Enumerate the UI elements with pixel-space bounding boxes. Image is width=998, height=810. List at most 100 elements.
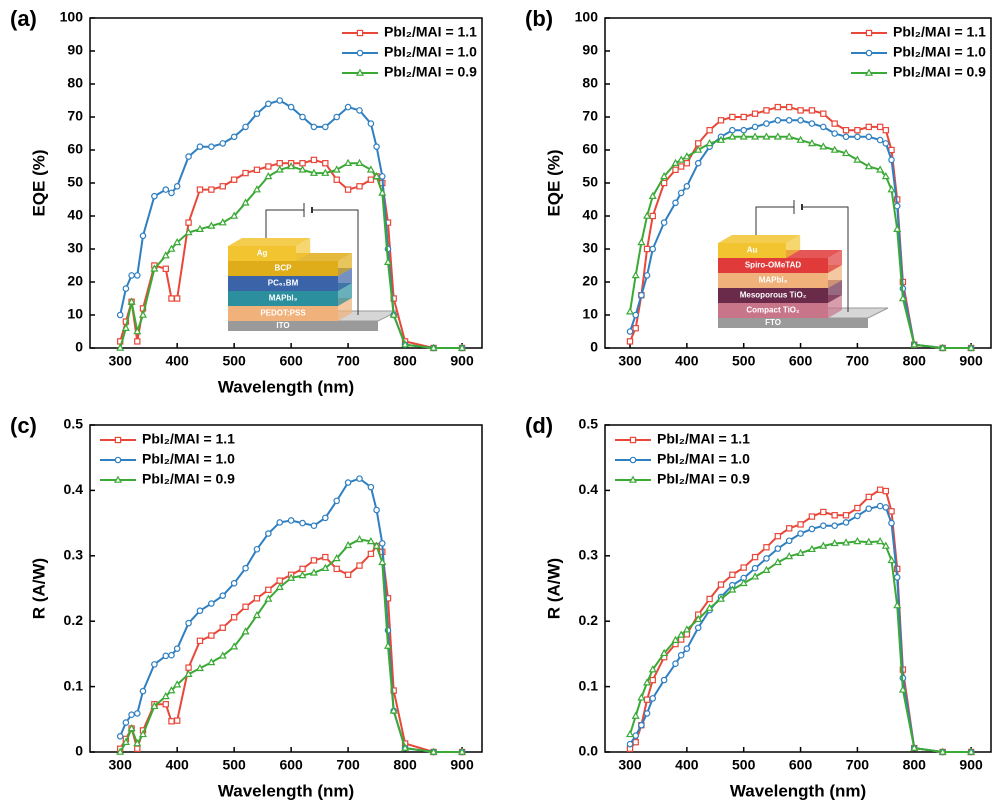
series-line <box>629 540 972 753</box>
marker <box>356 562 363 569</box>
legend-label: PbI₂/MAI = 1.0 <box>657 451 750 467</box>
legend-entry: PbI₂/MAI = 1.1 <box>100 431 235 447</box>
y-tick-label: 40 <box>582 207 598 223</box>
y-tick-label: 30 <box>582 240 598 256</box>
x-tick-label: 400 <box>165 757 189 773</box>
y-tick-label: 60 <box>582 141 598 157</box>
substrate-front <box>718 318 868 328</box>
panel-label: (b) <box>525 6 553 31</box>
x-tick-label: 600 <box>279 353 303 369</box>
legend-label: PbI₂/MAI = 1.0 <box>893 44 986 60</box>
x-tick-label: 900 <box>959 353 983 369</box>
marker <box>631 270 640 279</box>
marker <box>865 505 873 513</box>
marker <box>705 603 714 611</box>
x-tick-label: 300 <box>618 757 642 773</box>
marker <box>649 245 657 253</box>
layer-label: MAPbI₃ <box>269 294 298 303</box>
legend-entry: PbI₂/MAI = 1.0 <box>851 44 986 60</box>
series <box>626 502 975 756</box>
layer-label: PC₆₁BM <box>268 279 299 288</box>
legend-label: PbI₂/MAI = 1.0 <box>384 44 477 60</box>
y-tick-label: 0.4 <box>579 481 599 497</box>
marker <box>122 285 130 292</box>
marker <box>819 522 827 530</box>
marker <box>643 710 651 717</box>
layer <box>228 261 338 276</box>
y-axis-title: R (A/W) <box>544 558 563 619</box>
marker <box>344 479 352 486</box>
marker <box>208 600 215 607</box>
marker <box>831 522 838 530</box>
x-tick-label: 600 <box>279 757 303 773</box>
marker <box>740 113 747 121</box>
marker <box>740 126 748 134</box>
legend-entry: PbI₂/MAI = 0.9 <box>851 64 986 80</box>
layer-label: PEDOT:PSS <box>260 309 306 318</box>
marker <box>208 632 215 639</box>
legend-entry: PbI₂/MAI = 0.9 <box>342 64 477 80</box>
marker <box>389 310 398 318</box>
marker <box>322 160 329 167</box>
marker <box>121 737 130 745</box>
marker <box>458 747 467 755</box>
marker <box>649 695 657 702</box>
y-tick-label: 90 <box>67 42 83 58</box>
marker <box>287 103 295 111</box>
marker <box>854 504 861 512</box>
layer-side <box>338 298 352 321</box>
marker <box>717 117 725 124</box>
x-axis-title: Wavelength (nm) <box>218 781 354 800</box>
marker <box>808 513 816 520</box>
panel-label: (c) <box>10 413 37 438</box>
marker <box>729 113 736 121</box>
marker <box>842 512 850 519</box>
y-tick-label: 20 <box>67 273 83 289</box>
marker <box>151 661 158 668</box>
marker <box>310 557 318 564</box>
x-tick-label: 900 <box>959 757 983 773</box>
marker <box>161 691 170 700</box>
marker <box>230 579 238 587</box>
marker <box>831 512 838 519</box>
marker <box>401 743 410 751</box>
x-tick-label: 800 <box>903 757 927 773</box>
marker <box>695 140 702 147</box>
marker <box>378 188 387 196</box>
marker <box>819 123 827 131</box>
marker <box>168 295 175 302</box>
y-tick-label: 10 <box>582 306 598 322</box>
marker <box>763 107 770 114</box>
y-tick-label: 0.3 <box>579 547 599 563</box>
marker <box>785 103 793 111</box>
marker <box>763 544 770 551</box>
marker <box>796 135 805 143</box>
marker <box>184 228 193 236</box>
x-tick-label: 800 <box>393 757 417 773</box>
marker <box>230 614 238 621</box>
y-tick-label: 10 <box>67 306 83 322</box>
legend-label: PbI₂/MAI = 1.1 <box>142 431 235 447</box>
marker <box>322 123 329 131</box>
marker <box>694 145 703 153</box>
marker <box>196 637 204 645</box>
x-axis-title: Wavelength (nm) <box>730 781 866 800</box>
marker <box>643 678 652 686</box>
marker <box>116 311 124 319</box>
marker <box>333 176 340 183</box>
marker <box>230 133 238 141</box>
marker <box>876 486 884 493</box>
marker <box>751 572 760 580</box>
x-tick-label: 900 <box>450 353 474 369</box>
marker <box>638 291 645 299</box>
marker <box>344 158 353 166</box>
y-tick-label: 0.0 <box>579 743 599 759</box>
marker <box>321 168 330 176</box>
marker <box>344 540 353 549</box>
x-tick-label: 500 <box>222 757 246 773</box>
series <box>116 158 467 351</box>
marker <box>831 130 838 137</box>
marker <box>173 237 182 246</box>
marker <box>910 340 919 348</box>
